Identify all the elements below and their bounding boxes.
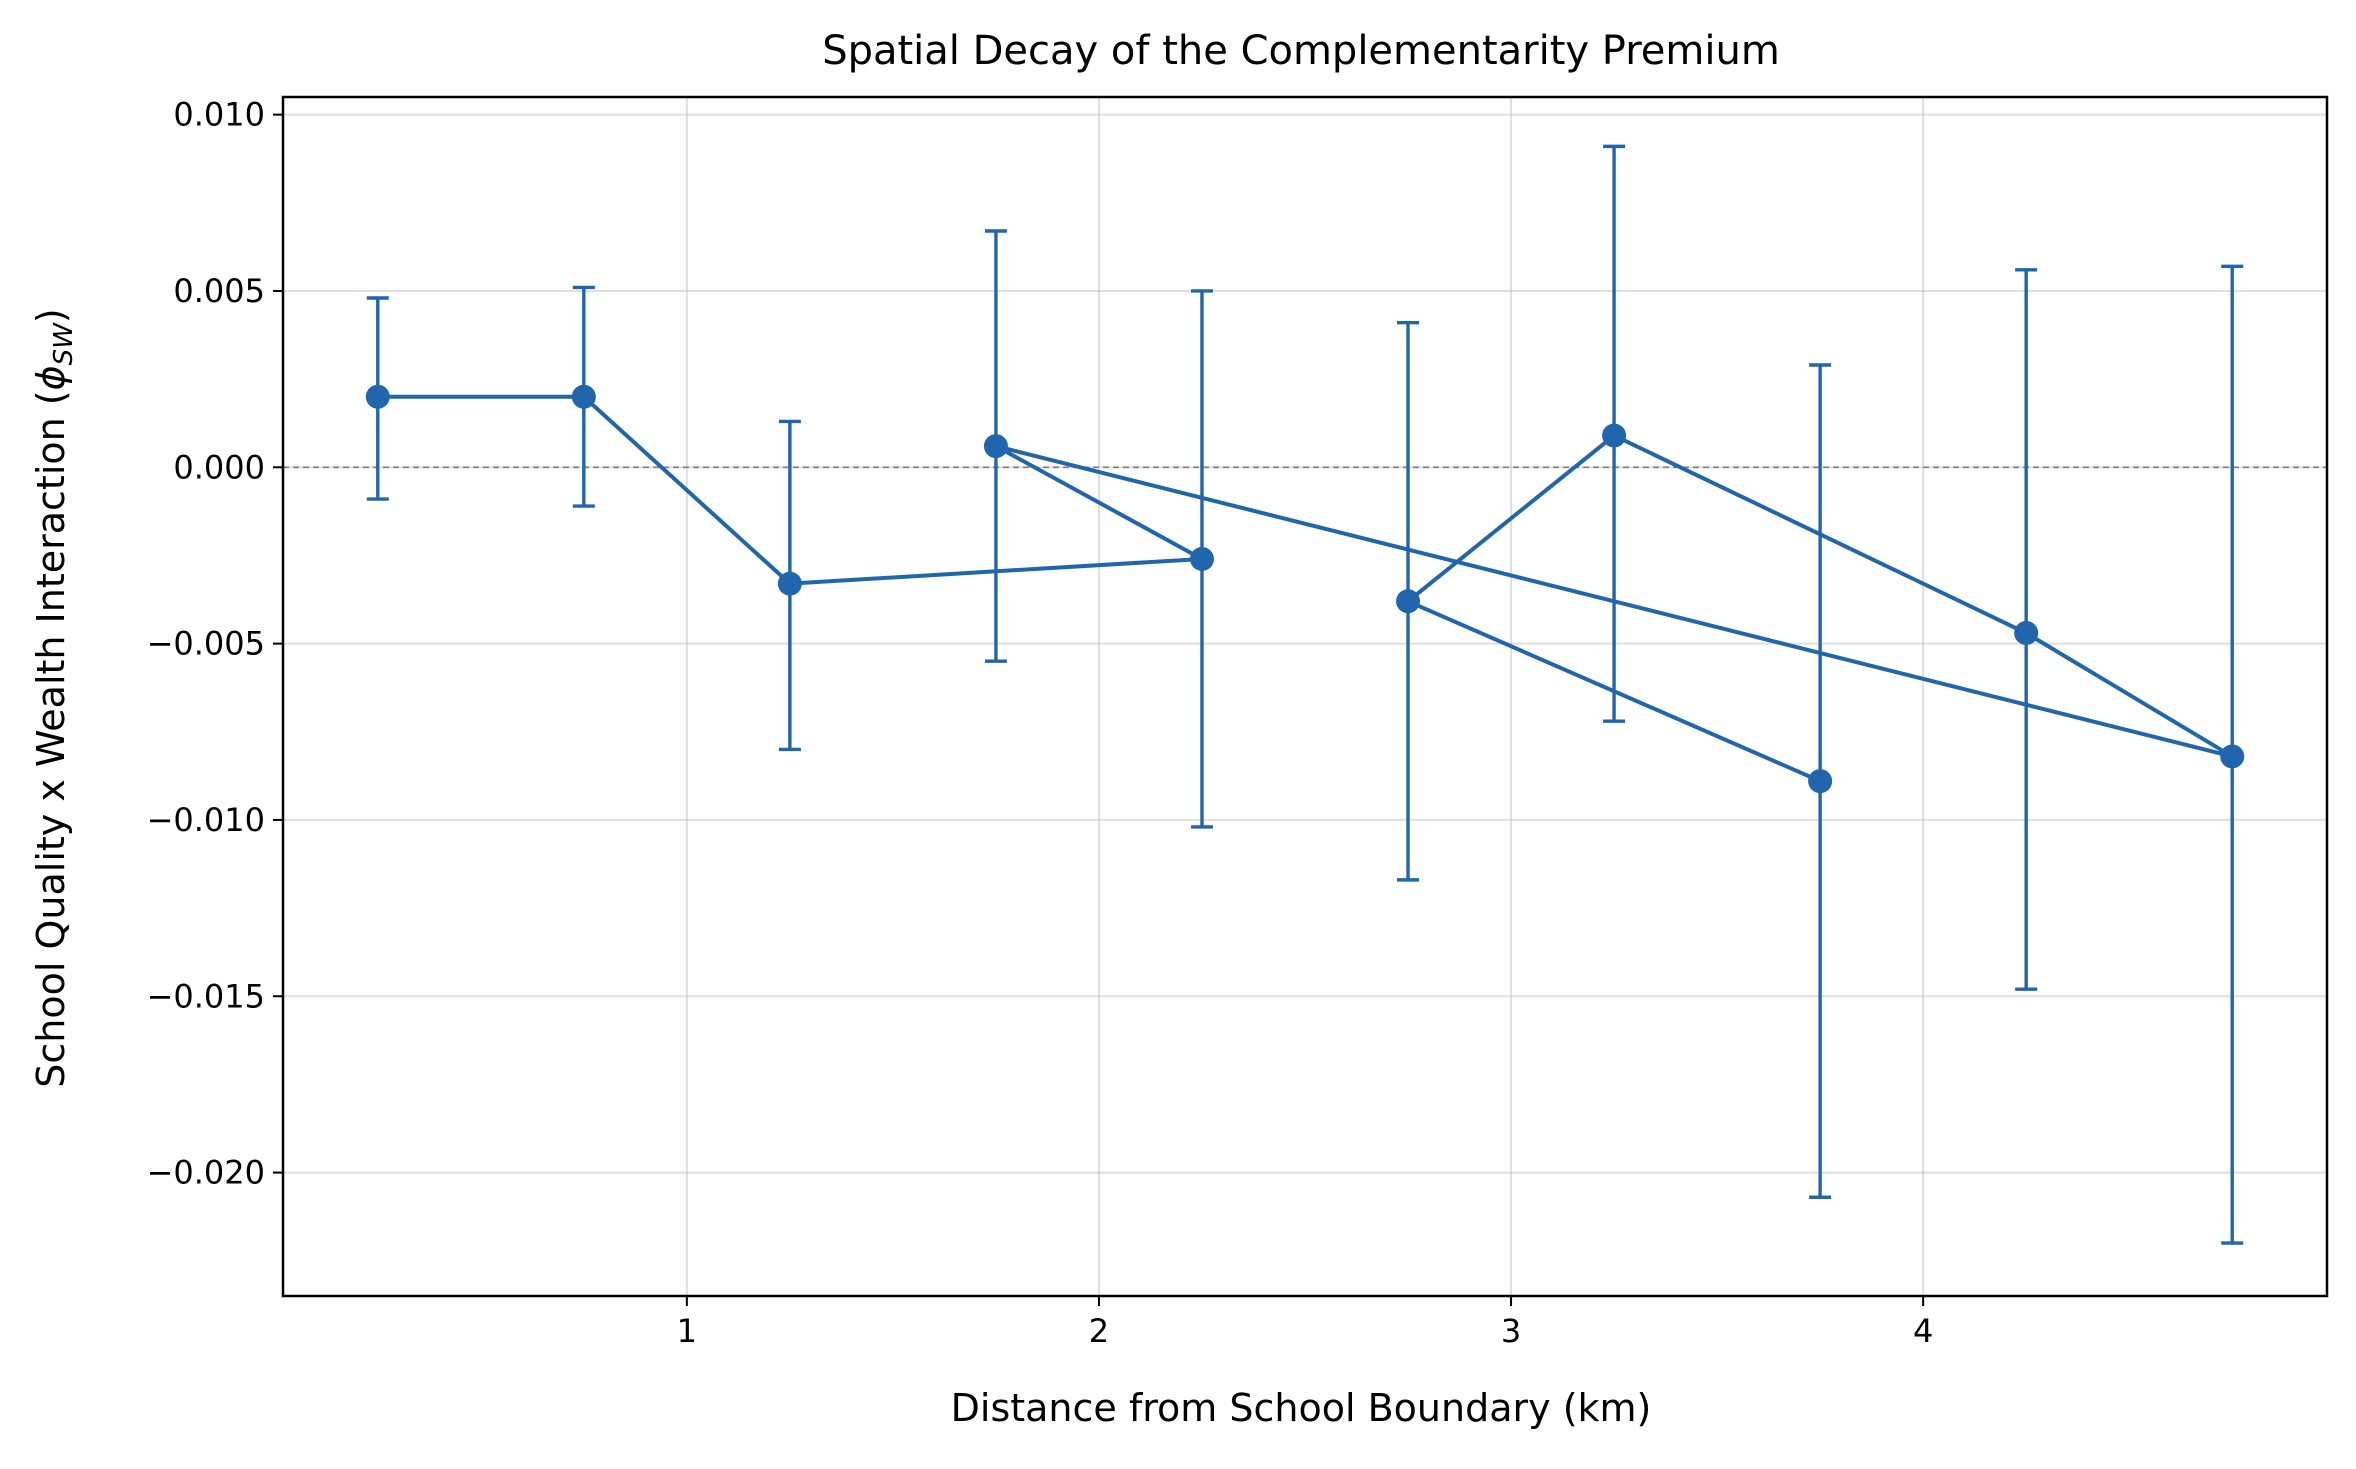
plot-frame [281, 95, 2329, 1298]
y-axis-title-symbol: ϕ [29, 365, 73, 390]
x-tick-label-0: 1 [677, 1312, 697, 1350]
data-point-6 [1602, 423, 1627, 448]
y-tick-label-5: −0.015 [147, 977, 265, 1015]
data-layer [365, 144, 2245, 1245]
x-tick-label-2: 3 [1501, 1312, 1521, 1350]
y-axis-title-main: School Quality x Wealth Interaction ( [29, 390, 73, 1087]
data-point-2 [777, 571, 802, 596]
y-tick-label-6: −0.020 [147, 1154, 265, 1192]
y-tick-label-0: 0.010 [173, 96, 265, 134]
y-axis-title-close: ) [29, 308, 73, 323]
tick-layer: 1 2 3 4 0.010 0.005 0.000 −0.005 −0.010 −0.015 −0.… [147, 96, 1934, 1350]
y-axis-title-subscript: SW [49, 322, 79, 366]
data-point-8 [2014, 621, 2039, 646]
data-point-1 [571, 384, 596, 409]
x-axis-title: Distance from School Boundary (km) [951, 1386, 1652, 1430]
series-line [377, 394, 2235, 783]
data-point-3 [983, 434, 1008, 459]
data-point-4 [1189, 546, 1214, 571]
data-point-7 [1808, 769, 1833, 794]
x-tick-label-3: 4 [1913, 1312, 1933, 1350]
y-axis-title: School Quality x Wealth Interaction (ϕSW… [29, 308, 79, 1087]
y-tick-label-1: 0.005 [173, 272, 265, 310]
y-tick-label-3: −0.005 [147, 625, 265, 663]
chart-title: Spatial Decay of the Complementarity Pre… [822, 28, 1780, 74]
y-tick-label-2: 0.000 [173, 448, 265, 486]
x-tick-label-1: 2 [1089, 1312, 1109, 1350]
data-point-0 [365, 384, 390, 409]
y-tick-label-4: −0.010 [147, 801, 265, 839]
data-point-5 [1396, 589, 1421, 614]
data-point-9 [2220, 744, 2245, 769]
